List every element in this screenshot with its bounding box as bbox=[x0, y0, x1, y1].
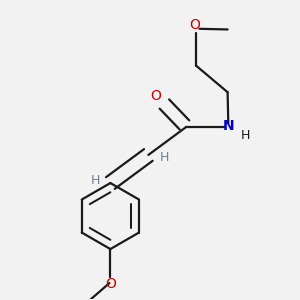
Text: N: N bbox=[223, 119, 234, 133]
Text: H: H bbox=[91, 174, 100, 187]
Text: H: H bbox=[160, 151, 169, 164]
Text: O: O bbox=[150, 89, 161, 103]
Text: O: O bbox=[189, 19, 200, 32]
Text: H: H bbox=[241, 129, 250, 142]
Text: O: O bbox=[105, 278, 116, 291]
